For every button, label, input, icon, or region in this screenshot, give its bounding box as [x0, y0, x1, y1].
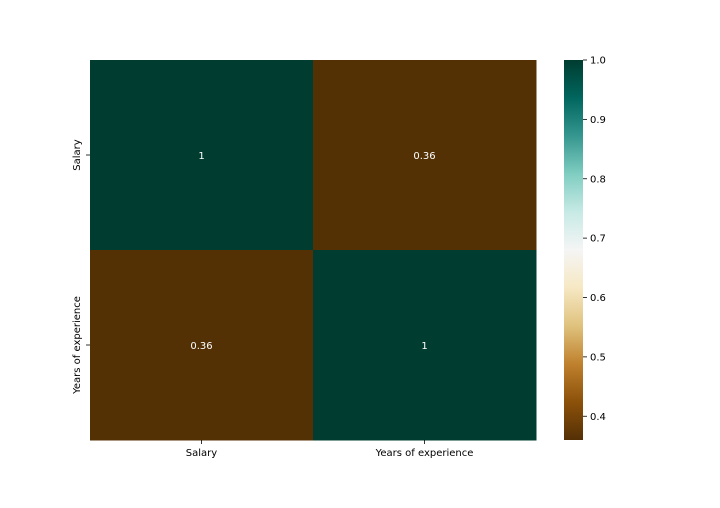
x-axis-ticks: Salary Years of experience	[186, 440, 474, 459]
colorbar-gradient	[564, 60, 583, 440]
x-tick-label: Years of experience	[375, 448, 474, 459]
heatmap-cells	[90, 60, 537, 441]
colorbar-tick-label: 1.0	[590, 56, 606, 67]
cell-annotation: 1	[421, 341, 427, 352]
heatmap-cell	[90, 60, 314, 251]
heatmap-cell	[313, 60, 537, 251]
colorbar-tick-label: 0.9	[590, 115, 606, 126]
y-tick-label: Years of experience	[72, 296, 83, 395]
colorbar	[564, 60, 583, 440]
heatmap-cell	[90, 250, 314, 441]
cell-annotation: 1	[198, 151, 204, 162]
colorbar-tick-label: 0.7	[590, 234, 606, 245]
colorbar-tick-label: 0.6	[590, 293, 606, 304]
cell-annotation: 0.36	[190, 341, 212, 352]
colorbar-ticks: 0.4 0.5 0.6 0.7 0.8 0.9 1.0	[583, 56, 606, 423]
colorbar-tick-label: 0.5	[590, 352, 606, 363]
heatmap-cell	[313, 250, 537, 441]
y-tick-label: Salary	[72, 139, 83, 170]
heatmap-annotations: 1 0.36 0.36 1	[190, 151, 435, 352]
y-axis-ticks: Salary Years of experience	[72, 139, 90, 395]
cell-annotation: 0.36	[413, 151, 435, 162]
colorbar-tick-label: 0.4	[590, 412, 606, 423]
colorbar-tick-label: 0.8	[590, 174, 606, 185]
x-tick-label: Salary	[186, 448, 217, 459]
